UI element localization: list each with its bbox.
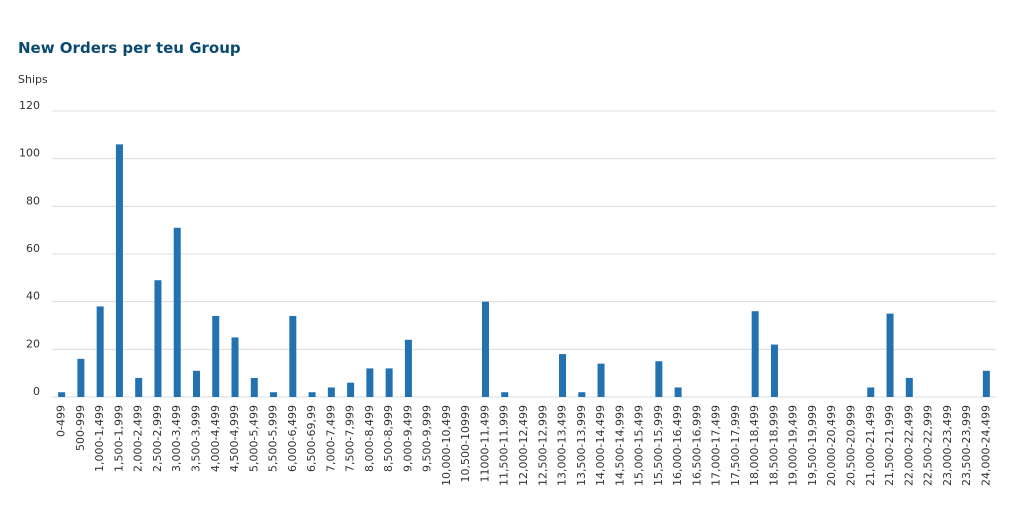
x-tick-label: 13,000-13,499 — [556, 405, 569, 486]
y-tick-label: 20 — [26, 337, 40, 350]
bar — [58, 392, 66, 397]
bar — [96, 306, 104, 397]
x-tick-label: 14,500-14,999 — [613, 405, 626, 486]
bar — [366, 368, 374, 397]
bar — [135, 377, 143, 397]
x-tick-label: 15,500-15,999 — [652, 405, 665, 486]
y-tick-label: 0 — [33, 385, 40, 398]
x-tick-label: 16,500-16,999 — [690, 405, 703, 486]
bar — [501, 392, 509, 397]
bar — [77, 358, 85, 397]
x-tick-label: 19,000-19,499 — [787, 405, 800, 486]
x-tick-label: 15,000-15,499 — [633, 405, 646, 486]
x-tick-label: 19,500-19,999 — [806, 405, 819, 486]
chart-title: New Orders per teu Group — [18, 39, 241, 57]
bar — [674, 387, 682, 397]
bar — [559, 354, 567, 397]
x-tick-label: 17,000-17,499 — [710, 405, 723, 486]
bar — [173, 227, 181, 397]
x-tick-label: 5,500-5,999 — [267, 405, 280, 472]
x-tick-label: 22,500-22,999 — [922, 405, 935, 486]
x-tick-label: 6,500-69,99 — [305, 405, 318, 472]
x-tick-label: 2,000-2,499 — [132, 405, 145, 472]
x-tick-label: 9,000-9,499 — [401, 405, 414, 472]
y-tick-label: 80 — [26, 194, 40, 207]
x-tick-label: 2,500-2,999 — [151, 405, 164, 472]
x-tick-label: 10,000-10,499 — [440, 405, 453, 486]
bar — [308, 392, 316, 397]
x-tick-label: 11000-11,499 — [478, 405, 491, 482]
x-tick-label: 9,500-9,999 — [421, 405, 434, 472]
x-tick-label: 10,500-10999 — [459, 405, 472, 482]
x-tick-label: 23,000-23,499 — [941, 405, 954, 486]
x-tick-label: 8,500-8,999 — [382, 405, 395, 472]
x-tick-label: 500-999 — [74, 405, 87, 451]
bar — [212, 315, 220, 397]
x-tick-label: 12,000-12,499 — [517, 405, 530, 486]
bar — [867, 387, 875, 397]
bar — [250, 377, 258, 397]
x-tick-label: 6,000-6,499 — [286, 405, 299, 472]
x-tick-label: 16,000-16,499 — [671, 405, 684, 486]
x-tick-label: 8,000-8,499 — [363, 405, 376, 472]
x-tick-label: 13,500-13,999 — [575, 405, 588, 486]
bar — [905, 377, 913, 397]
x-tick-label: 4,500-4,999 — [228, 405, 241, 472]
y-tick-label: 60 — [26, 242, 40, 255]
x-tick-label: 1,000-1,499 — [93, 405, 106, 472]
bar — [578, 392, 586, 397]
x-tick-label: 0-499 — [55, 405, 68, 437]
x-tick-label: 3,500-3,999 — [189, 405, 202, 472]
x-tick-label: 4,000-4,499 — [209, 405, 222, 472]
x-tick-label: 11,500-11,999 — [498, 405, 511, 486]
bar — [270, 392, 278, 397]
x-tick-label: 24,000-24,499 — [979, 405, 992, 486]
bar — [115, 144, 123, 397]
x-tick-label: 22,000-22,499 — [902, 405, 915, 486]
x-tick-label: 23,500-23,999 — [960, 405, 973, 486]
bar — [886, 313, 894, 397]
x-tick-label: 5,000-5,499 — [247, 405, 260, 472]
bar — [385, 368, 393, 397]
bar — [751, 311, 759, 397]
x-tick-label: 21,500-21,999 — [883, 405, 896, 486]
bar — [481, 301, 489, 397]
x-tick-label: 1,500-1,999 — [112, 405, 125, 472]
bar — [597, 363, 605, 397]
bar — [154, 280, 162, 397]
x-tick-label: 20,000-20,499 — [825, 405, 838, 486]
x-tick-label: 7,000-7,499 — [324, 405, 337, 472]
x-tick-label: 18,500-18,999 — [767, 405, 780, 486]
x-tick-label: 20,500-20,999 — [845, 405, 858, 486]
y-tick-label: 120 — [19, 99, 40, 112]
x-tick-label: 14,000-14,499 — [594, 405, 607, 486]
bar — [404, 339, 412, 397]
y-tick-label: 100 — [19, 147, 40, 160]
bar — [655, 361, 663, 397]
x-tick-label: 18,000-18,499 — [748, 405, 761, 486]
y-axis-label: Ships — [18, 73, 48, 86]
x-tick-label: 3,000-3,499 — [170, 405, 183, 472]
bar — [327, 387, 335, 397]
x-tick-label: 12,500-12,999 — [536, 405, 549, 486]
x-tick-label: 17,500-17,999 — [729, 405, 742, 486]
bar — [770, 344, 778, 397]
bar — [347, 382, 355, 397]
bar — [289, 315, 297, 397]
x-tick-label: 7,500-7,999 — [344, 405, 357, 472]
bar — [982, 370, 990, 397]
y-tick-label: 40 — [26, 290, 40, 303]
bar — [192, 370, 200, 397]
x-tick-label: 21,000-21,499 — [864, 405, 877, 486]
bar — [231, 337, 239, 397]
